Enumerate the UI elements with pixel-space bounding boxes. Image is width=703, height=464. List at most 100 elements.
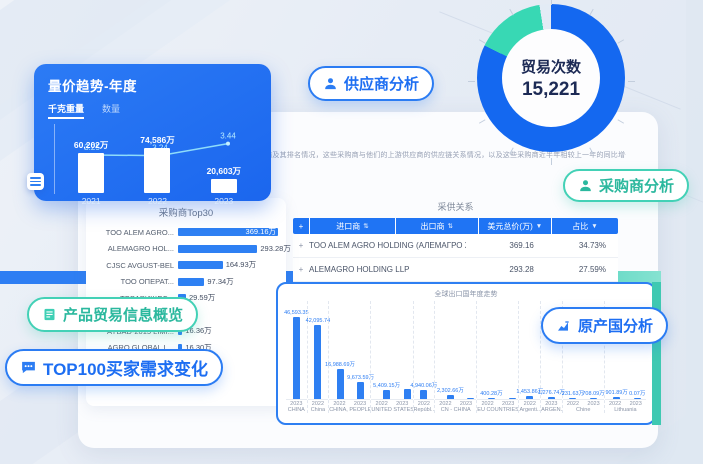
expand-row-button[interactable]: + bbox=[298, 265, 304, 274]
sort-icon[interactable]: ⇅ bbox=[363, 223, 369, 230]
table-row[interactable]: + ALEMAGRO HOLDING LLP 293.28 27.59% bbox=[293, 258, 618, 282]
tab-kg-weight[interactable]: 千克重量 bbox=[48, 102, 85, 119]
country-label: EU COUNTRIES bbox=[477, 407, 519, 413]
bar-track: 293.28万 bbox=[178, 244, 291, 253]
bar-value-label: 16,988.69万 bbox=[325, 362, 356, 369]
exporter-column-header[interactable]: 出口商 ⇅ bbox=[395, 218, 478, 234]
bar bbox=[178, 228, 278, 237]
x-axis-label: 2023 bbox=[214, 196, 234, 206]
amount-header-label: 美元总价(万) bbox=[487, 221, 533, 231]
dropdown-icon[interactable]: ▼ bbox=[535, 222, 543, 230]
export-country-group: 1,276.74万 2023 ARGEN... bbox=[538, 301, 565, 413]
bar-value-label: 164.93万 bbox=[225, 260, 257, 270]
bar bbox=[467, 398, 475, 399]
export-country-group: 231.63万 708.09万 2022 2023 Chine bbox=[561, 301, 605, 413]
bar-value-label: 369.16万 bbox=[245, 227, 276, 237]
table-body: + TOO ALEM AGRO HOLDING (АЛЕМАГРО ХО... … bbox=[293, 234, 618, 282]
bar-group: 46,593.35 bbox=[284, 310, 309, 399]
origin-country-analysis-badge[interactable]: 原产国分析 bbox=[541, 307, 669, 344]
year-label: 2022 bbox=[608, 401, 622, 407]
supplier-analysis-badge[interactable]: 供应商分析 bbox=[308, 66, 435, 101]
bar-value-label: 4,940.06万 bbox=[410, 383, 438, 390]
volume-bar-group: 20,603万 2023 bbox=[191, 134, 257, 206]
bar-track: 29.59万 bbox=[178, 293, 278, 303]
top30-row: ALEMAGRO HOL... 293.28万 bbox=[94, 241, 291, 258]
bar-value-label: 400.28万 bbox=[480, 391, 503, 398]
country-label: Lithuania bbox=[614, 407, 637, 413]
bar-group: 9,673.59万 bbox=[347, 373, 374, 399]
export-country-group: 4,940.06万 2022 Repúbl... bbox=[410, 301, 438, 413]
share-column-header[interactable]: 占比 ▼ bbox=[551, 218, 618, 234]
country-label: Argenti... bbox=[519, 407, 541, 413]
bar-value-label: 29.59万 bbox=[189, 293, 216, 303]
sort-icon[interactable]: ⇅ bbox=[447, 223, 453, 230]
year-label: 2022 bbox=[417, 401, 430, 407]
bar bbox=[144, 148, 171, 193]
table-row[interactable]: + TOO ALEM AGRO HOLDING (АЛЕМАГРО ХО... … bbox=[293, 234, 618, 258]
donut-title: 贸易次数 bbox=[520, 58, 581, 76]
buyer-analysis-badge[interactable]: 采购商分析 bbox=[563, 169, 690, 202]
importer-header-label: 进口商 bbox=[336, 221, 361, 231]
bar bbox=[403, 388, 411, 399]
export-country-group: 400.28万 2022 2023 EU COUNTRIES bbox=[476, 301, 519, 413]
bar-group: 1,453.86万 bbox=[516, 387, 544, 399]
top30-row: CJSC AVGUST-BEL 164.93万 bbox=[94, 257, 278, 274]
person-icon bbox=[325, 78, 336, 90]
dropdown-icon[interactable]: ▼ bbox=[591, 222, 598, 230]
bar-group: 2,302.66万 bbox=[437, 386, 464, 399]
badge-label: 采购商分析 bbox=[599, 178, 675, 195]
year-label: 2023 bbox=[396, 401, 409, 407]
volume-price-trend-card: 量价趋势-年度 千克重量 数量 3.253.243.44 60,202万 202… bbox=[34, 64, 271, 206]
export-bar-chart: 46,593.35 2023 CHINA 42,095.74 2022 Chin… bbox=[284, 301, 646, 413]
bar-group bbox=[403, 388, 411, 399]
area-chart-icon bbox=[558, 320, 569, 331]
bar bbox=[547, 396, 555, 399]
bar-value-label: 20,603万 bbox=[206, 166, 242, 177]
y-axis-line bbox=[54, 124, 55, 194]
amount-column-header[interactable]: 美元总价(万) ▼ bbox=[478, 218, 551, 234]
bar-value-label: 1,453.86万 bbox=[516, 389, 544, 396]
top30-row: TOO ОПЕРАТ... 97.34万 bbox=[94, 274, 278, 291]
badge-label: 原产国分析 bbox=[578, 318, 654, 335]
top100-buyer-demand-badge[interactable]: TOP100买家需求变化 bbox=[5, 349, 224, 386]
bar-value-label: 0.07万 bbox=[629, 391, 646, 398]
bar bbox=[357, 382, 365, 399]
country-label: CN - CHINA bbox=[440, 407, 471, 413]
bar bbox=[633, 398, 641, 399]
year-label: 2022 bbox=[439, 401, 452, 407]
year-label: 2022 bbox=[375, 401, 388, 407]
volume-bar-group: 60,202万 2021 bbox=[58, 134, 124, 206]
bar-track: 164.93万 bbox=[178, 260, 278, 270]
top30-row: TOO ALEM AGRO... 369.16万 bbox=[94, 224, 278, 241]
bar bbox=[383, 389, 391, 399]
tab-quantity[interactable]: 数量 bbox=[102, 104, 121, 114]
country-label: China bbox=[310, 407, 326, 413]
bar bbox=[178, 244, 258, 253]
importer-column-header[interactable]: 进口商 ⇅ bbox=[310, 218, 395, 234]
chart-title: 采购商Top30 bbox=[158, 208, 214, 219]
volume-bar-group: 74,586万 2022 bbox=[124, 134, 190, 206]
bar bbox=[508, 398, 516, 399]
expand-row-button[interactable]: + bbox=[298, 241, 304, 250]
bar-value-label: 231.63万 bbox=[561, 391, 585, 398]
bar-track: 16.36万 bbox=[178, 327, 278, 336]
decor-teal-strip bbox=[652, 282, 661, 425]
bar-group: 708.09万 bbox=[582, 389, 605, 399]
country-label: CHINA, PEOPLE'... bbox=[329, 407, 371, 413]
export-countries-chart-card: 全球出口国年度走势 46,593.35 2023 CHINA 42,095.74… bbox=[276, 282, 656, 425]
donut-tick bbox=[551, 158, 552, 165]
year-label: 2023 bbox=[587, 401, 600, 407]
bar bbox=[178, 277, 205, 286]
donut-tick bbox=[589, 8, 594, 16]
export-country-group: 46,593.35 2023 CHINA bbox=[284, 301, 309, 413]
bar-group: 42,095.74 bbox=[306, 318, 330, 399]
donut-value: 15,221 bbox=[521, 78, 581, 100]
year-label: 2023 bbox=[629, 401, 642, 407]
expand-column-header[interactable]: + bbox=[293, 218, 309, 234]
buyer-name-label: TOO ALEM AGRO... bbox=[105, 227, 174, 237]
product-trade-overview-badge[interactable]: 产品贸易信息概览 bbox=[27, 297, 199, 332]
buyer-name-label: CJSC AVGUST-BEL bbox=[106, 260, 174, 270]
list-icon-chip bbox=[27, 173, 44, 190]
bar-value-label: 74,586万 bbox=[140, 135, 175, 145]
